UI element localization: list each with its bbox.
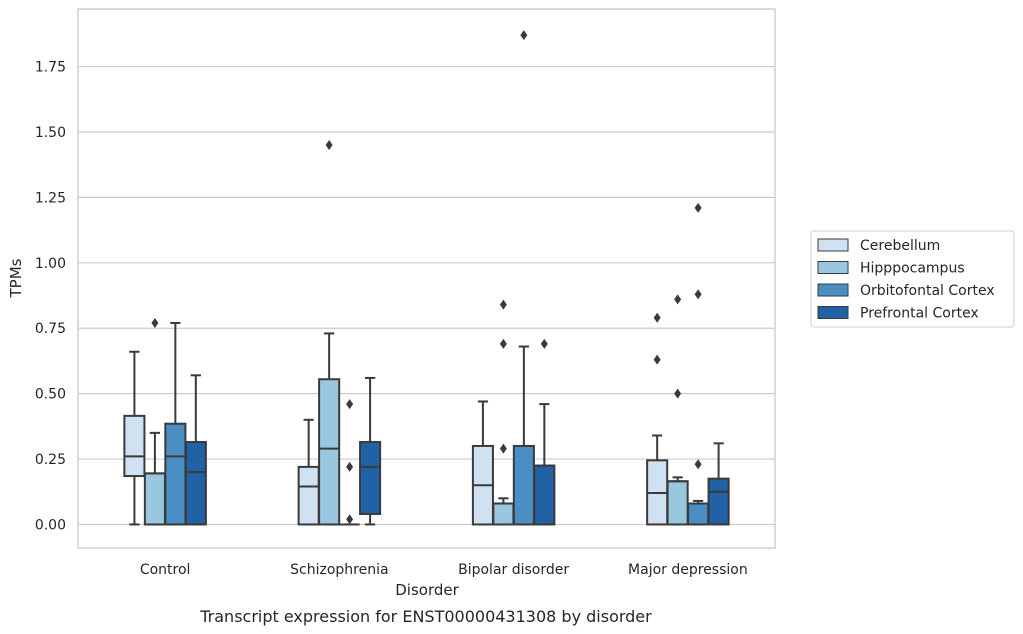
iqr-box xyxy=(123,414,146,478)
y-tick-label: 0.50 xyxy=(35,387,66,403)
legend-swatch xyxy=(817,238,849,252)
outlier-point xyxy=(540,338,548,349)
box-prefrontal-cortex xyxy=(707,442,730,526)
box-prefrontal-cortex xyxy=(184,374,207,526)
box-cerebellum xyxy=(123,350,146,526)
box-hipppocampus xyxy=(666,294,689,526)
legend-label: Orbitofontal Cortex xyxy=(860,283,995,299)
x-tick-label: Major depression xyxy=(628,562,748,578)
outlier-point xyxy=(499,338,507,349)
box-groups xyxy=(123,30,730,526)
x-tick-label: Control xyxy=(140,562,191,578)
y-tick-label: 0.75 xyxy=(35,321,66,337)
box-prefrontal-cortex xyxy=(359,376,382,526)
legend-frame xyxy=(810,230,1015,328)
legend-label: Cerebellum xyxy=(860,238,940,254)
y-axis-label: TPMs xyxy=(7,258,25,298)
y-tick-label: 1.00 xyxy=(35,256,66,272)
x-axis-label: Disorder xyxy=(395,581,459,599)
box-orbitofontal-cortex xyxy=(687,202,710,526)
outlier-point xyxy=(346,514,354,525)
iqr-box xyxy=(512,444,535,526)
outlier-point xyxy=(674,294,682,305)
x-tick-label: Schizophrenia xyxy=(290,562,388,578)
iqr-box xyxy=(359,441,382,515)
iqr-box xyxy=(492,502,515,526)
iqr-box xyxy=(184,441,207,526)
legend-label: Prefrontal Cortex xyxy=(860,306,979,322)
iqr-box xyxy=(143,472,166,526)
legend-label: Hipppocampus xyxy=(860,261,965,277)
iqr-box xyxy=(687,502,710,526)
box-orbitofontal-cortex xyxy=(512,30,535,526)
outlier-point xyxy=(151,317,159,328)
iqr-box xyxy=(707,477,730,526)
box-cerebellum xyxy=(471,400,494,526)
box-hipppocampus xyxy=(143,317,166,526)
y-axis-ticks: 0.00 0.25 0.50 0.75 1.00 1.25 1.50 1.75 xyxy=(35,60,66,534)
box-cerebellum xyxy=(646,312,669,526)
outlier-point xyxy=(346,399,354,410)
iqr-box xyxy=(318,378,341,526)
outlier-point xyxy=(674,388,682,399)
y-tick-label: 1.25 xyxy=(35,190,66,206)
iqr-box xyxy=(164,422,187,526)
box-orbitofontal-cortex xyxy=(339,399,360,526)
x-axis-ticks: Control Schizophrenia Bipolar disorder Majo… xyxy=(140,562,748,578)
box-prefrontal-cortex xyxy=(533,338,556,526)
y-tick-label: 0.25 xyxy=(35,452,66,468)
iqr-box xyxy=(666,480,689,526)
outlier-point xyxy=(499,443,507,454)
figure-caption: Transcript expression for ENST0000043130… xyxy=(199,607,652,626)
outlier-point xyxy=(694,289,702,300)
legend-swatch xyxy=(817,261,849,274)
outlier-point xyxy=(653,354,661,365)
plot-frame xyxy=(77,8,776,549)
box-hipppocampus xyxy=(318,140,341,526)
box-hipppocampus xyxy=(492,299,515,526)
outlier-point xyxy=(325,140,333,151)
outlier-point xyxy=(694,202,702,213)
box-orbitofontal-cortex xyxy=(164,321,187,526)
y-tick-label: 0.00 xyxy=(35,517,66,533)
legend-swatch xyxy=(817,283,849,297)
x-tick-label: Bipolar disorder xyxy=(458,562,569,578)
outlier-point xyxy=(694,459,702,470)
outlier-point xyxy=(520,30,528,41)
outlier-point xyxy=(499,299,507,310)
box-cerebellum xyxy=(297,418,320,526)
outlier-point xyxy=(346,461,354,472)
iqr-box xyxy=(297,465,320,526)
legend-swatch xyxy=(817,306,849,319)
iqr-box xyxy=(533,464,556,526)
y-tick-label: 1.75 xyxy=(35,60,66,76)
y-tick-label: 1.50 xyxy=(35,125,66,141)
outlier-point xyxy=(653,312,661,323)
legend: Cerebellum Hipppocampus Orbitofontal Corte… xyxy=(810,230,1015,328)
